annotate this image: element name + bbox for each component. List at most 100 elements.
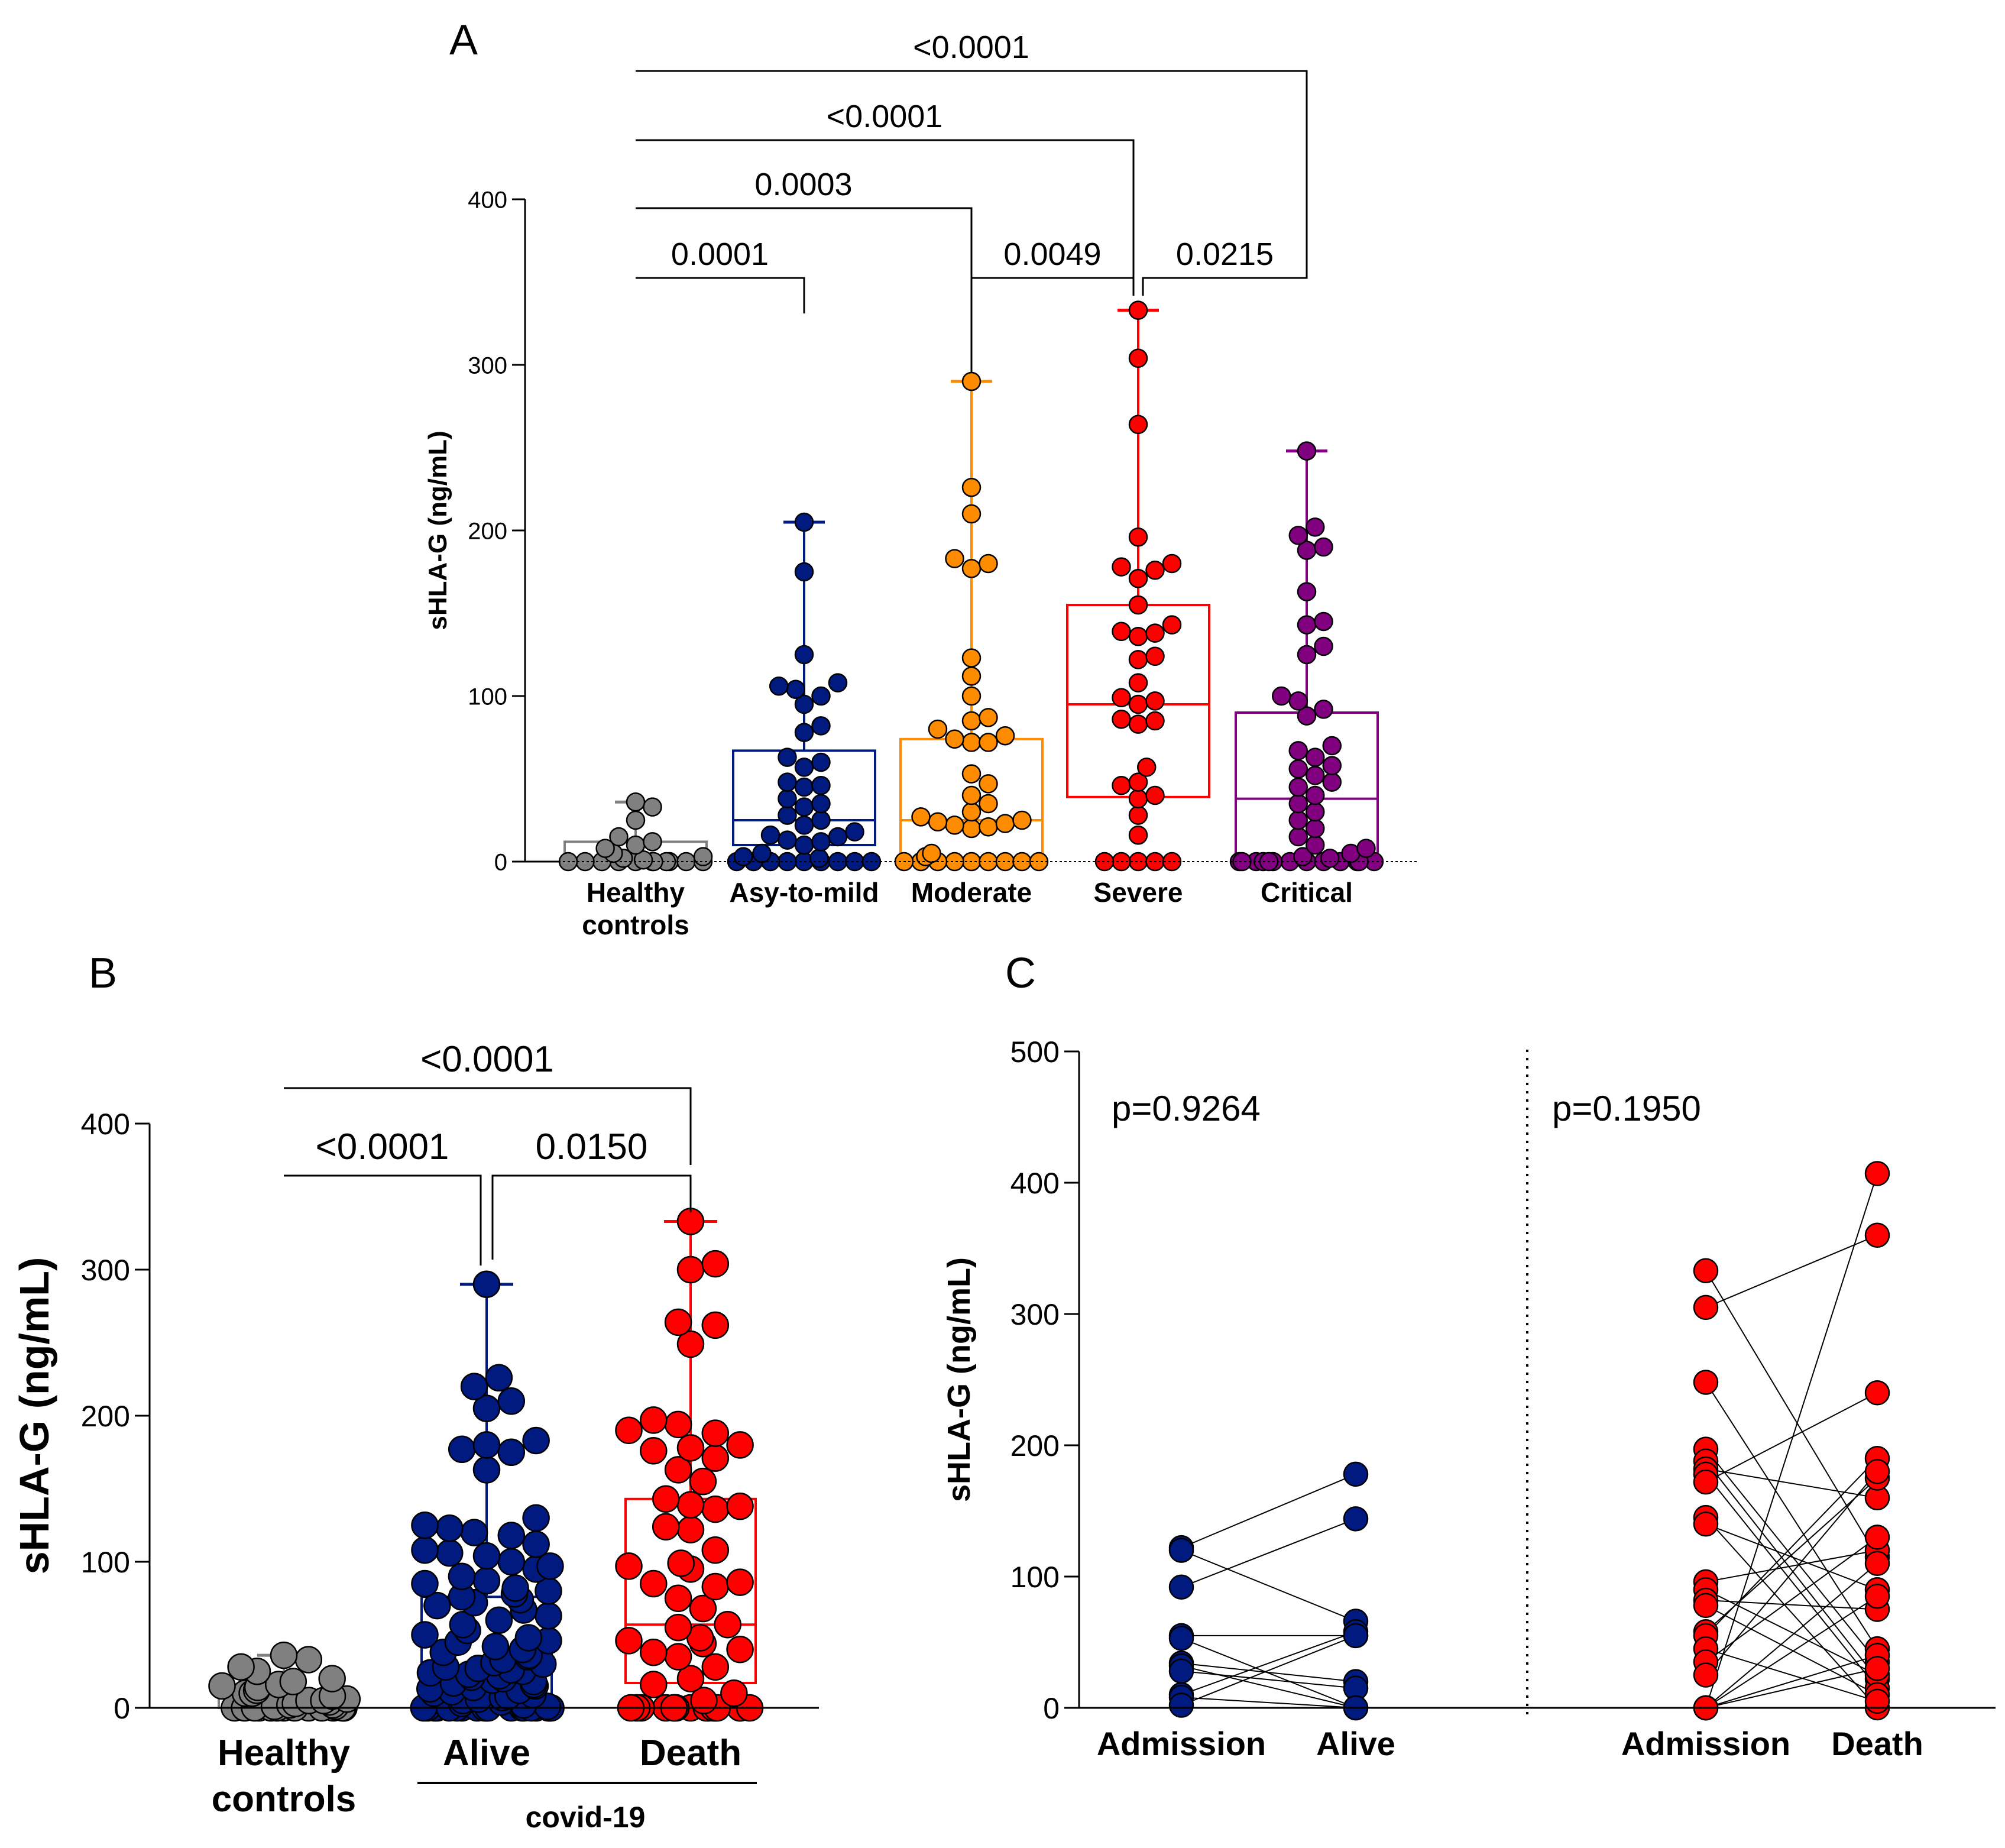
p-value-b-2: <0.0001 — [420, 1039, 554, 1080]
point-a-critical-42 — [1315, 538, 1333, 556]
y-tick-label-a-200: 200 — [468, 518, 507, 544]
panel-label-a: A — [449, 17, 478, 64]
point-c-group2-after-23 — [1865, 1656, 1889, 1680]
point-b-alive-72 — [474, 1568, 500, 1594]
pair-line-c-group2-0 — [1706, 1271, 1877, 1557]
point-b-death-40 — [702, 1496, 728, 1522]
point-a-critical-22 — [1290, 795, 1307, 813]
point-a-severe-9 — [1113, 776, 1131, 794]
point-b-alive-89 — [474, 1432, 500, 1458]
point-c-group2-before-7 — [1694, 1470, 1718, 1494]
point-a-severe-29 — [1163, 555, 1181, 572]
point-b-death-18 — [640, 1671, 666, 1697]
point-b-death-50 — [702, 1420, 728, 1446]
point-a-severe-21 — [1129, 627, 1147, 645]
point-b-death-33 — [727, 1569, 753, 1595]
point-a-moderate-28 — [963, 712, 980, 730]
point-a-critical-27 — [1290, 760, 1307, 778]
point-a-moderate-24 — [980, 733, 997, 751]
p-value-a-2: <0.0001 — [827, 99, 943, 134]
p-value-a-0: 0.0001 — [671, 237, 769, 272]
pair-line-c-group1-10 — [1181, 1636, 1356, 1705]
point-a-severe-6 — [1129, 807, 1147, 824]
point-c-group1-before-7 — [1170, 1659, 1193, 1683]
point-b-alive-58 — [412, 1622, 438, 1648]
point-b-alive-57 — [516, 1624, 542, 1650]
y-tick-label-c-400: 400 — [1010, 1167, 1060, 1200]
point-c-group2-after-18 — [1865, 1459, 1889, 1483]
point-a-moderate-33 — [963, 559, 980, 577]
point-b-death-42 — [678, 1492, 704, 1518]
point-a-asy-to-mild-16 — [762, 826, 779, 844]
panel-label-c: C — [1005, 950, 1036, 997]
point-a-severe-15 — [1129, 695, 1147, 713]
y-tick-label-a-0: 0 — [494, 849, 507, 875]
p-value-c-group1: p=0.9264 — [1112, 1089, 1261, 1128]
point-b-alive-77 — [474, 1543, 500, 1569]
p-value-c-group2: p=0.1950 — [1552, 1089, 1701, 1128]
point-b-healthy-controls-30 — [280, 1669, 306, 1695]
point-a-critical-13 — [1321, 849, 1339, 867]
pair-line-c-group1-2 — [1181, 1519, 1356, 1587]
point-a-moderate-14 — [996, 815, 1014, 833]
pair-line-c-group1-9 — [1181, 1697, 1356, 1708]
y-tick-label-c-200: 200 — [1010, 1429, 1060, 1462]
point-a-severe-33 — [1129, 302, 1147, 319]
point-b-healthy-controls-28 — [209, 1673, 235, 1699]
point-b-death-23 — [727, 1636, 753, 1662]
point-a-severe-28 — [1113, 558, 1131, 576]
point-a-critical-37 — [1315, 637, 1333, 655]
point-b-alive-70 — [503, 1575, 529, 1601]
point-a-moderate-37 — [963, 478, 980, 496]
covid-group-label: covid-19 — [526, 1801, 646, 1834]
point-b-alive-90 — [523, 1428, 549, 1454]
point-c-group2-before-18 — [1694, 1663, 1718, 1687]
point-c-group2-after-20 — [1865, 1552, 1889, 1575]
point-b-death-22 — [640, 1639, 666, 1665]
category-label-c-group2-admission: Admission — [1621, 1725, 1790, 1762]
point-b-healthy-controls-35 — [271, 1642, 297, 1668]
point-b-alive-76 — [498, 1549, 524, 1575]
point-b-alive-83 — [436, 1515, 462, 1541]
point-a-moderate-13 — [946, 816, 964, 834]
point-a-asy-to-mild-34 — [787, 681, 805, 698]
point-a-severe-12 — [1129, 716, 1147, 733]
category-label-c-group1-admission: Admission — [1097, 1725, 1266, 1762]
point-a-healthy-controls-13 — [694, 848, 712, 866]
point-a-critical-36 — [1298, 646, 1316, 664]
point-a-asy-to-mild-33 — [812, 687, 830, 705]
category-label-a-critical: Critical — [1261, 877, 1353, 908]
y-tick-label-c-0: 0 — [1043, 1692, 1060, 1725]
pair-line-c-group2-18 — [1706, 1471, 1877, 1675]
point-b-alive-78 — [436, 1540, 462, 1566]
point-a-moderate-32 — [963, 649, 980, 667]
point-b-alive-80 — [523, 1531, 549, 1557]
point-c-group2-before-13 — [1694, 1594, 1718, 1617]
point-b-healthy-controls-33 — [228, 1654, 254, 1680]
y-tick-label-c-500: 500 — [1010, 1035, 1060, 1069]
point-a-asy-to-mild-17 — [846, 823, 864, 841]
point-a-severe-25 — [1129, 596, 1147, 614]
point-b-death-46 — [702, 1445, 728, 1471]
point-b-death-35 — [616, 1553, 642, 1579]
point-a-healthy-controls-17 — [644, 833, 662, 850]
point-b-death-28 — [715, 1611, 741, 1637]
point-a-healthy-controls-19 — [627, 811, 644, 829]
point-b-death-41 — [727, 1493, 753, 1519]
point-b-death-55 — [702, 1312, 728, 1338]
point-a-asy-to-mild-31 — [812, 717, 830, 734]
point-a-critical-44 — [1306, 518, 1324, 536]
point-c-group2-after-16 — [1865, 1690, 1889, 1713]
point-a-asy-to-mild-13 — [812, 833, 830, 850]
point-b-alive-62 — [536, 1603, 562, 1629]
point-a-moderate-11 — [963, 820, 980, 837]
point-a-severe-14 — [1113, 710, 1131, 728]
p-value-a-3: <0.0001 — [913, 30, 1029, 65]
point-a-moderate-17 — [912, 808, 930, 826]
point-a-critical-21 — [1306, 803, 1324, 821]
category-label-a-healthy-controls: Healthy — [587, 877, 685, 908]
point-c-group1-before-1 — [1170, 1539, 1193, 1562]
y-tick-label-b-200: 200 — [81, 1400, 130, 1433]
point-b-alive-84 — [412, 1512, 438, 1538]
point-b-alive-81 — [498, 1523, 524, 1549]
